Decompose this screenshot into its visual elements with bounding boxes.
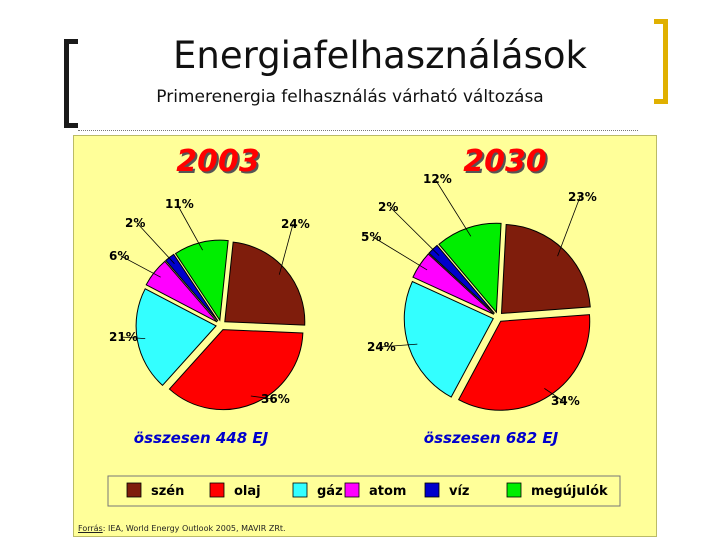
slide-subtitle: Primerenergia felhasználás várható válto… xyxy=(156,87,544,107)
pie-slice xyxy=(438,222,502,314)
pie-slice xyxy=(135,288,217,387)
pie-slice xyxy=(164,253,219,322)
legend-swatch xyxy=(424,482,440,498)
leader-line xyxy=(278,223,294,275)
slice-percent-label: 24% xyxy=(367,340,396,354)
source-note: Forrás: IEA, World Energy Outlook 2005, … xyxy=(78,524,286,533)
right-bracket-decoration xyxy=(654,19,668,104)
slice-percent-label: 23% xyxy=(568,190,597,204)
legend-label: víz xyxy=(449,484,470,499)
slice-percent-label: 36% xyxy=(261,392,290,406)
leader-line xyxy=(250,395,274,400)
chart-total-label: összesen 682 EJ xyxy=(424,429,559,447)
legend-swatch xyxy=(126,482,142,498)
pie-slice xyxy=(168,329,304,411)
title-divider xyxy=(78,130,638,131)
pie-slice xyxy=(403,280,494,398)
legend-label: szén xyxy=(151,484,184,499)
slice-percent-label: 11% xyxy=(165,197,194,211)
slice-percent-label: 21% xyxy=(109,330,138,344)
left-bracket-decoration xyxy=(64,39,78,128)
source-text: : IEA, World Energy Outlook 2005, MAVIR … xyxy=(102,524,286,533)
legend-swatch xyxy=(292,482,308,498)
leader-line xyxy=(372,236,428,271)
leader-line xyxy=(389,206,440,256)
slice-percent-label: 5% xyxy=(361,230,381,244)
slice-percent-label: 24% xyxy=(281,217,310,231)
slice-percent-label: 6% xyxy=(109,249,129,263)
pie-slice xyxy=(145,260,218,323)
leader-line xyxy=(136,222,175,264)
legend-label: gáz xyxy=(317,484,343,499)
leader-line xyxy=(434,178,472,237)
pie-slice xyxy=(457,314,591,411)
leader-line xyxy=(176,203,203,251)
legend-swatch xyxy=(344,482,360,498)
slice-percent-label: 2% xyxy=(378,200,398,214)
leader-line xyxy=(544,388,564,402)
leader-line xyxy=(120,255,161,278)
legend-swatch xyxy=(209,482,225,498)
leader-line xyxy=(378,343,418,348)
chart-title: 2003 xyxy=(176,144,260,179)
pie-slice xyxy=(224,241,306,326)
legend-label: atom xyxy=(369,484,406,499)
slice-percent-label: 34% xyxy=(551,394,580,408)
chart-total-label: összesen 448 EJ xyxy=(134,429,269,447)
pie-slice xyxy=(500,224,591,314)
leader-line xyxy=(557,196,581,257)
legend-box xyxy=(107,475,621,507)
pie-slice xyxy=(174,239,229,322)
chart-title: 2030 xyxy=(463,144,547,179)
slice-percent-label: 2% xyxy=(125,216,145,230)
slide-title: Energiafelhasználások xyxy=(173,34,587,77)
slice-percent-label: 12% xyxy=(423,172,452,186)
legend-label: olaj xyxy=(234,484,261,499)
leader-line xyxy=(120,336,146,340)
legend-swatch xyxy=(506,482,522,498)
chart-title-shadow: 2030 xyxy=(465,146,549,181)
chart-title-shadow: 2003 xyxy=(178,146,262,181)
source-prefix: Forrás xyxy=(78,524,103,533)
legend-label: megújulók xyxy=(531,484,608,499)
